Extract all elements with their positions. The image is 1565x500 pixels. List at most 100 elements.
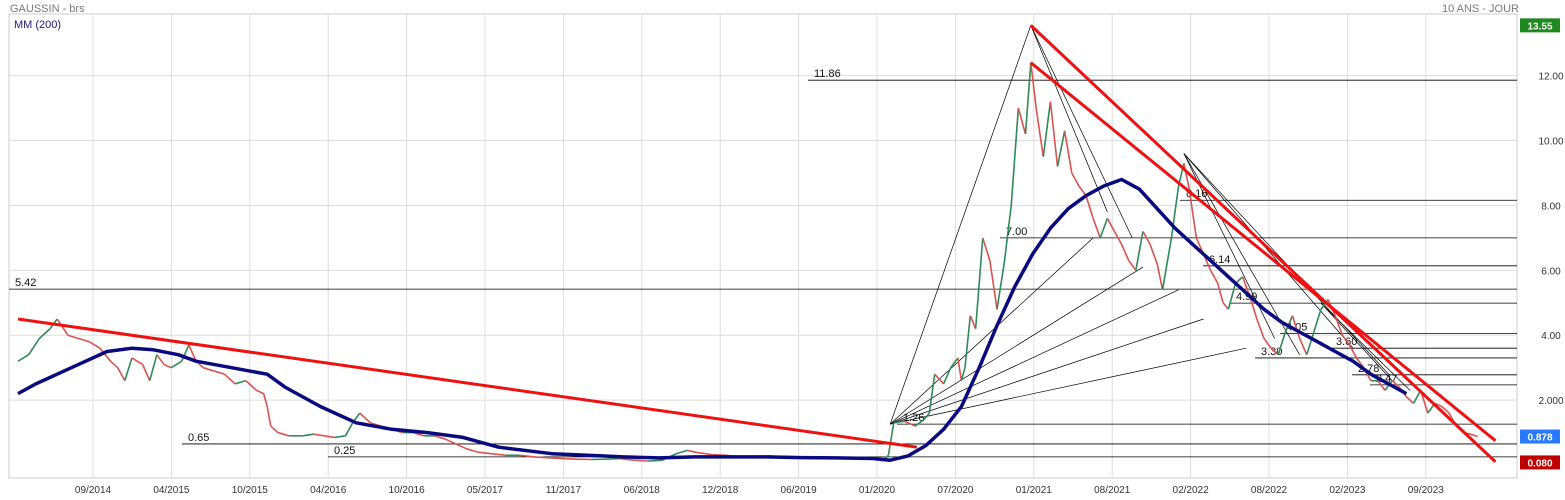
x-tick-label: 08/2022 (1251, 485, 1288, 496)
fan-line (1030, 25, 1133, 239)
price-segment (914, 418, 925, 427)
price-segment (1248, 296, 1258, 320)
price-segment (1017, 107, 1027, 135)
price-series (17, 62, 1478, 462)
price-segment (56, 318, 69, 336)
price-segment (1222, 302, 1230, 310)
price-segment (934, 373, 945, 385)
price-segment (1128, 260, 1137, 271)
price-segment (1216, 283, 1224, 303)
price-segment (116, 367, 126, 382)
price-segment (1470, 433, 1478, 438)
price-segment (1035, 107, 1045, 157)
level-label: 7.00 (1006, 226, 1027, 238)
price-segment (262, 393, 268, 407)
x-tick-label: 08/2021 (1094, 485, 1131, 496)
price-segment (181, 344, 190, 362)
price-segment (562, 457, 577, 460)
price-badges: 13.55 0.878 0.080 (1520, 18, 1560, 470)
x-tick-label: 10/2015 (232, 485, 269, 496)
price-segment (687, 449, 699, 454)
badge-last-label: 0.878 (1527, 433, 1552, 444)
price-segment (1256, 318, 1265, 339)
price-segment (1063, 130, 1073, 174)
price-segment (188, 344, 197, 362)
price-segment (38, 328, 51, 340)
price-segment (1049, 101, 1059, 167)
price-segment (974, 237, 984, 329)
price-segment (1099, 218, 1109, 239)
price-segment (1348, 344, 1358, 359)
price-segment (256, 389, 264, 395)
price-segment (110, 360, 119, 369)
fan-line (1320, 302, 1411, 391)
price-segment (928, 374, 936, 414)
x-tick-label: 06/2019 (781, 485, 818, 496)
fan-line (890, 347, 1247, 425)
price-segment (163, 363, 172, 369)
x-tick-label: 11/2017 (546, 485, 582, 496)
y-tick-label: 2.000 (1538, 396, 1563, 407)
trendline (1029, 61, 1497, 442)
y-tick-label: 4.00 (1541, 331, 1561, 342)
x-tick-label: 04/2015 (153, 485, 190, 496)
price-segment (213, 370, 225, 375)
trendline (1029, 24, 1497, 463)
level-label: 0.25 (334, 445, 355, 457)
fan-line (890, 266, 1144, 425)
price-segment (1085, 195, 1094, 219)
x-tick-label: 12/2018 (702, 485, 739, 496)
price-segment (887, 422, 895, 456)
price-segment (202, 366, 215, 372)
price-segment (1078, 185, 1087, 197)
price-segment (1010, 108, 1020, 206)
price-segment (359, 412, 371, 424)
price-segment (1120, 244, 1130, 261)
price-segment (1277, 331, 1287, 355)
price-segment (1305, 331, 1315, 355)
badge-last (1520, 429, 1560, 444)
price-segment (1291, 315, 1301, 339)
price-segment (455, 443, 467, 450)
price-segment (1188, 189, 1198, 239)
price-segment (1092, 218, 1101, 239)
price-segment (99, 347, 112, 362)
price-segment (989, 260, 998, 310)
x-tick-label: 02/2023 (1329, 485, 1366, 496)
price-segment (1161, 237, 1173, 290)
x-tick-label: 05/2017 (467, 485, 504, 496)
y-tick-label: 12.00 (1538, 72, 1563, 83)
price-segment (1434, 402, 1443, 408)
price-segment (957, 357, 963, 381)
price-segment (1391, 380, 1400, 388)
y-tick-label: 10.00 (1538, 137, 1563, 148)
price-segment (477, 451, 492, 455)
price-segment (1320, 299, 1329, 310)
price-segment (1071, 172, 1080, 187)
badge-low-label: 0.080 (1527, 458, 1552, 469)
level-label: 11.86 (814, 68, 841, 80)
price-segment (148, 354, 158, 381)
price-segment (313, 433, 325, 437)
x-tick-label: 01/2021 (1016, 485, 1053, 496)
price-segment (1405, 396, 1415, 404)
price-segment (1298, 338, 1308, 356)
price-segment (605, 457, 620, 460)
price-segment (1227, 283, 1237, 310)
price-segment (1113, 231, 1123, 245)
price-segment (245, 380, 258, 391)
badge-high-label: 13.55 (1527, 21, 1552, 32)
fan-line (889, 25, 1032, 425)
price-segment (334, 435, 346, 439)
price-segment (964, 315, 972, 368)
x-tick-label: 01/2020 (859, 485, 896, 496)
axes: 09/2014 04/2015 10/2015 04/2016 10/2016 05/20… (75, 72, 1564, 496)
price-segment (1209, 269, 1219, 284)
badge-high (1520, 18, 1560, 33)
price-segment (466, 448, 478, 453)
price-segment (981, 237, 991, 261)
price-segment (1003, 205, 1013, 264)
price-segment (302, 433, 314, 437)
level-label: 0.65 (188, 432, 209, 444)
